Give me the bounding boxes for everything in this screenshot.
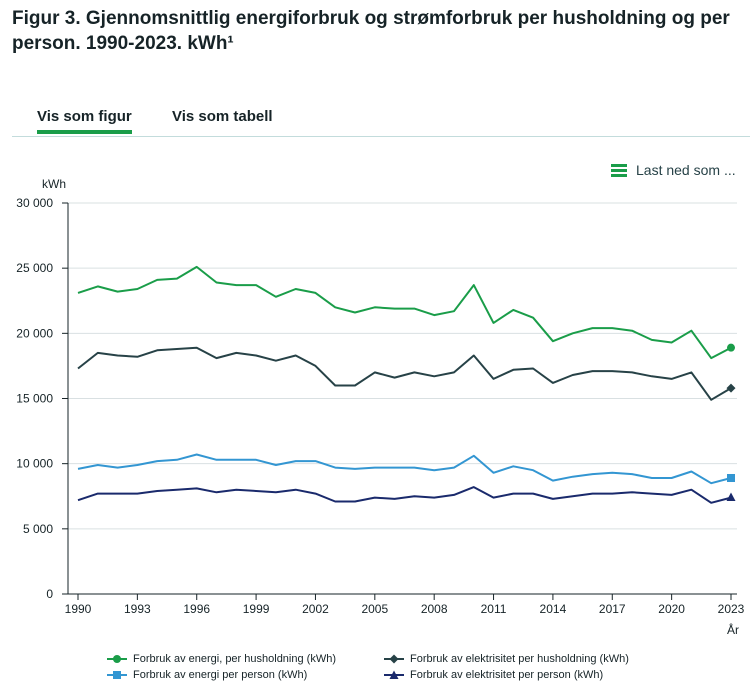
x-tick-label: 1990 bbox=[65, 602, 92, 616]
x-tick-label: 1996 bbox=[183, 602, 210, 616]
legend-label: Forbruk av energi per person (kWh) bbox=[133, 669, 308, 681]
series-end-point-0[interactable] bbox=[727, 343, 735, 352]
series-end-point-1[interactable] bbox=[726, 383, 736, 393]
series-end-point-3[interactable] bbox=[726, 492, 736, 502]
legend-label: Forbruk av elektrisitet per husholdning … bbox=[410, 653, 629, 665]
legend-marker-triangle bbox=[384, 670, 404, 679]
x-axis-title: År bbox=[727, 622, 739, 637]
download-menu-button[interactable]: Last ned som ... bbox=[611, 162, 736, 178]
x-tick-label: 2005 bbox=[361, 602, 388, 616]
y-axis-title: kWh bbox=[42, 177, 66, 191]
tab-figure[interactable]: Vis som figur bbox=[37, 108, 132, 125]
grid-lines bbox=[68, 202, 737, 530]
download-label: Last ned som ... bbox=[636, 162, 736, 178]
x-tick-label: 2014 bbox=[540, 602, 567, 616]
legend-marker-circle bbox=[107, 655, 127, 663]
series-end-point-2[interactable] bbox=[727, 474, 735, 483]
figure-title: Figur 3. Gjennomsnittlig energiforbruk o… bbox=[12, 8, 730, 54]
legend-label: Forbruk av elektrisitet per person (kWh) bbox=[410, 669, 604, 681]
y-tick-label: 25 000 bbox=[16, 261, 53, 275]
y-tick-label: 5 000 bbox=[23, 522, 53, 536]
legend-item-energy-person[interactable]: Forbruk av energi per person (kWh) bbox=[107, 669, 307, 681]
axes: 0 5 000 10 000 15 000 20 000 25 000 30 000 1990… bbox=[16, 196, 744, 616]
legend-label: Forbruk av energi, per husholdning (kWh) bbox=[133, 653, 336, 665]
y-tick-label: 20 000 bbox=[16, 326, 53, 340]
menu-icon bbox=[611, 163, 627, 177]
active-tab-indicator bbox=[37, 130, 132, 134]
view-tabs: Vis som figur Vis som tabell bbox=[12, 96, 750, 137]
x-tick-label: 2017 bbox=[599, 602, 626, 616]
x-tick-label: 2011 bbox=[481, 602, 507, 616]
line-chart: 0 5 000 10 000 15 000 20 000 25 000 30 000 1990… bbox=[16, 177, 744, 637]
series-lines bbox=[77, 265, 736, 504]
legend-item-electricity-person[interactable]: Forbruk av elektrisitet per person (kWh) bbox=[384, 669, 603, 681]
y-tick-label: 0 bbox=[46, 587, 53, 601]
x-tick-label: 2020 bbox=[658, 602, 685, 616]
x-tick-label: 2008 bbox=[421, 602, 448, 616]
x-tick-label: 1999 bbox=[243, 602, 270, 616]
y-tick-label: 30 000 bbox=[16, 196, 53, 210]
series-line-0 bbox=[77, 265, 732, 360]
x-tick-label: 2002 bbox=[302, 602, 329, 616]
series-line-2 bbox=[77, 453, 732, 485]
legend-marker-square bbox=[107, 671, 127, 679]
y-tick-label: 10 000 bbox=[16, 457, 53, 471]
y-tick-label: 15 000 bbox=[16, 392, 53, 406]
legend-marker-diamond bbox=[384, 654, 404, 664]
x-tick-label: 2023 bbox=[718, 602, 745, 616]
x-tick-label: 1993 bbox=[124, 602, 151, 616]
tab-table[interactable]: Vis som tabell bbox=[172, 108, 273, 125]
chart-legend: Forbruk av energi, per husholdning (kWh)… bbox=[107, 653, 667, 687]
legend-item-electricity-household[interactable]: Forbruk av elektrisitet per husholdning … bbox=[384, 653, 629, 665]
series-line-1 bbox=[77, 346, 732, 401]
series-line-3 bbox=[77, 486, 732, 504]
legend-item-energy-household[interactable]: Forbruk av energi, per husholdning (kWh) bbox=[107, 653, 336, 665]
